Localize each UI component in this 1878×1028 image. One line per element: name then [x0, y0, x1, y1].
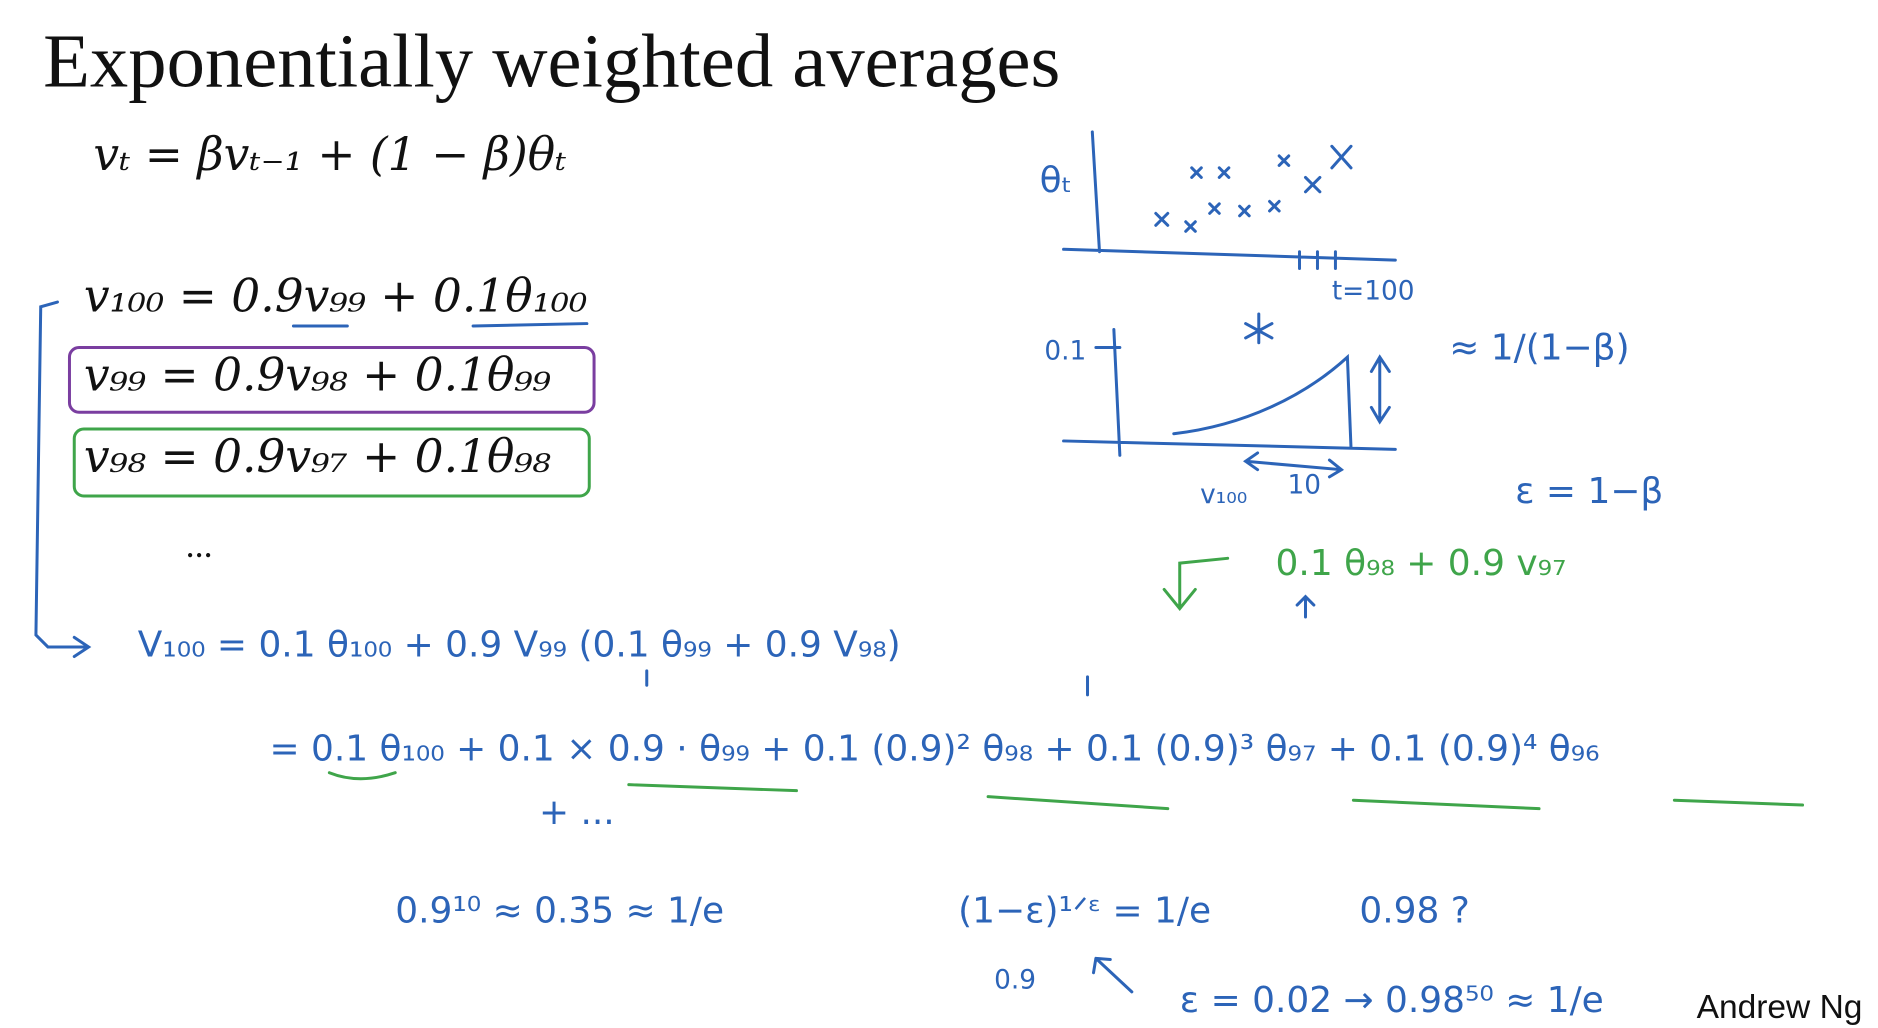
axis-label: θₜ: [1040, 160, 1073, 201]
handwritten-note: 0.1 θ₉₈ + 0.9 v₉₇: [1276, 543, 1567, 584]
recurrence: vₜ = βvₜ₋₁ + (1 − β)θₜ: [93, 128, 566, 181]
handwritten-note: 0.98 ?: [1359, 890, 1469, 931]
axis-label: t=100: [1332, 277, 1415, 307]
highlight-box: [72, 427, 591, 498]
sketch-plot-top: [1062, 130, 1397, 270]
axis-label: 10: [1288, 471, 1322, 501]
title: Exponentially weighted averages: [43, 18, 1060, 103]
equation: v₉₉ = 0.9v₉₈ + 0.1θ₉₉: [84, 349, 552, 402]
sketch-plot-bottom: [1062, 312, 1397, 479]
equation: v₉₈ = 0.9v₉₇ + 0.1θ₉₈: [84, 430, 551, 483]
handwritten-note: = 0.1 θ₁₀₀ + 0.1 × 0.9 · θ₉₉ + 0.1 (0.9)…: [269, 729, 1599, 770]
equation: v₁₀₀ = 0.9v₉₉ + 0.1θ₁₀₀: [84, 270, 588, 323]
handwritten-note: + ...: [539, 792, 615, 833]
handwritten-note: 0.9¹⁰ ≈ 0.35 ≈ 1/e: [395, 890, 724, 931]
handwritten-note: 0.9: [994, 965, 1036, 995]
ellipsis: ...: [186, 525, 213, 565]
handwritten-note: V₁₀₀ = 0.1 θ₁₀₀ + 0.9 V₉₉ (0.1 θ₉₉ + 0.9…: [138, 625, 901, 666]
axis-label: v₁₀₀: [1200, 480, 1247, 510]
handwritten-note: ε = 1−β: [1515, 471, 1663, 512]
bracket-arrow: [34, 300, 92, 659]
author: Andrew Ng: [1697, 989, 1863, 1026]
highlight-box: [67, 346, 596, 414]
handwritten-note: ε = 0.02 → 0.98⁵⁰ ≈ 1/e: [1180, 980, 1604, 1021]
handwritten-note: ≈ 1/(1−β): [1449, 327, 1629, 368]
axis-label: 0.1: [1044, 336, 1086, 366]
annotation-marks: [327, 556, 1805, 994]
underline: [291, 322, 589, 328]
handwritten-note: (1−ε)¹ᐟᵋ = 1/e: [958, 890, 1211, 931]
